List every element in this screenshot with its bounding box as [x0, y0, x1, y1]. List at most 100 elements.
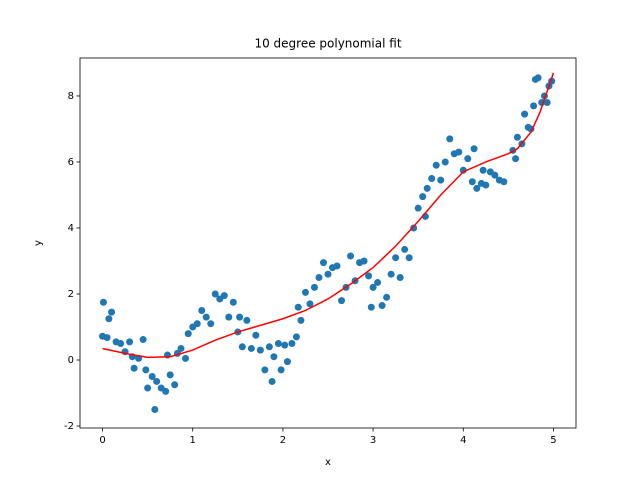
scatter-point: [455, 148, 463, 156]
scatter-point: [202, 313, 210, 321]
scatter-point: [530, 102, 538, 110]
scatter-point: [177, 344, 185, 352]
scatter-point: [211, 290, 219, 298]
scatter-point: [310, 283, 318, 291]
scatter-point: [236, 313, 244, 321]
plot-frame: [79, 57, 577, 429]
y-tick-label: 8: [68, 91, 74, 102]
scatter-point: [144, 384, 152, 392]
scatter-point: [338, 297, 346, 305]
scatter-point: [479, 166, 487, 174]
scatter-point: [153, 377, 161, 385]
y-tick-label: 2: [68, 289, 74, 300]
scatter-point: [543, 99, 551, 107]
scatter-point: [437, 176, 445, 184]
chart-title: 10 degree polynomial fit: [254, 37, 401, 51]
scatter-point: [428, 174, 436, 182]
y-tick-label: 4: [68, 223, 74, 234]
scatter-point: [468, 178, 476, 186]
scatter-point: [521, 110, 529, 118]
scatter-point: [148, 373, 156, 381]
scatter-point: [441, 158, 449, 166]
scatter-point: [405, 254, 413, 262]
scatter-point: [446, 135, 454, 143]
scatter-point: [423, 184, 431, 192]
scatter-point: [360, 257, 368, 265]
scatter-point: [117, 340, 125, 348]
scatter-point: [193, 320, 201, 328]
scatter-point: [105, 315, 113, 323]
scatter-point: [513, 133, 521, 141]
x-tick-label: 5: [550, 435, 556, 446]
scatter-point: [512, 155, 520, 163]
scatter-point: [130, 364, 138, 372]
scatter-point: [387, 270, 395, 278]
scatter-point: [301, 288, 309, 296]
x-tick-label: 1: [190, 435, 196, 446]
scatter-point: [162, 387, 170, 395]
scatter-point: [229, 298, 237, 306]
scatter-point: [265, 343, 273, 351]
scatter-point: [220, 292, 228, 300]
scatter-point: [261, 366, 269, 374]
scatter-point: [410, 224, 418, 232]
fit-line: [102, 72, 555, 359]
y-tick-label: 6: [68, 157, 74, 168]
scatter-point: [184, 330, 192, 338]
scatter-point: [142, 366, 150, 374]
scatter-point: [297, 316, 305, 324]
scatter-point: [365, 272, 373, 280]
scatter-point: [500, 178, 508, 186]
scatter-point: [288, 340, 296, 348]
scatter-point: [396, 273, 404, 281]
scatter-point: [419, 193, 427, 201]
scatter-point: [534, 74, 542, 82]
scatter-point: [473, 184, 481, 192]
y-tick-label: -2: [64, 421, 74, 432]
x-tick-label: 0: [99, 435, 105, 446]
scatter-point: [401, 245, 409, 253]
scatter-point: [281, 341, 289, 349]
scatter-point: [243, 316, 251, 324]
scatter-point: [470, 145, 478, 153]
x-axis-label: x: [325, 457, 331, 468]
scatter-point: [103, 334, 111, 342]
scatter-point: [374, 278, 382, 286]
scatter-point: [126, 338, 134, 346]
scatter-point: [383, 293, 391, 301]
scatter-point: [166, 371, 174, 379]
scatter-point: [319, 259, 327, 267]
scatter-point: [198, 306, 206, 314]
scatter-point: [274, 340, 282, 348]
scatter-point: [294, 303, 302, 311]
scatter-point: [247, 344, 255, 352]
scatter-point: [367, 303, 375, 311]
scatter-point: [482, 181, 490, 189]
scatter-point: [270, 353, 278, 361]
x-tick-label: 4: [460, 435, 466, 446]
scatter-point: [491, 171, 499, 179]
scatter-point: [139, 336, 147, 344]
scatter-point: [459, 166, 467, 174]
y-axis-label: y: [33, 240, 44, 246]
scatter-point: [252, 331, 260, 339]
scatter-point: [369, 283, 377, 291]
scatter-point: [306, 300, 314, 308]
scatter-point: [392, 254, 400, 262]
scatter-point: [464, 155, 472, 163]
scatter-point: [207, 320, 215, 328]
x-tick-label: 3: [370, 435, 376, 446]
scatter-point: [225, 313, 233, 321]
scatter-point: [414, 204, 422, 212]
scatter-point: [283, 358, 291, 366]
scatter-point: [171, 381, 179, 389]
scatter-point: [347, 252, 355, 260]
y-tick-label: 0: [68, 355, 74, 366]
scatter-point: [324, 270, 332, 278]
scatter-point: [256, 346, 264, 354]
scatter-point: [333, 262, 341, 270]
scatter-point: [378, 302, 386, 310]
scatter-point: [108, 308, 116, 316]
scatter-point: [432, 161, 440, 169]
